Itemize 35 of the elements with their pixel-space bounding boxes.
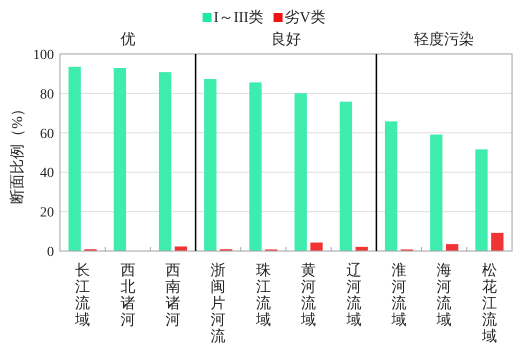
band-label: 优: [120, 32, 136, 48]
x-tick-label: 浙闽片河流: [210, 262, 226, 345]
y-tick-label: 60: [40, 126, 54, 142]
bar: [249, 82, 262, 251]
bar: [114, 68, 126, 251]
x-tick-label: 黄河流域: [300, 262, 316, 328]
bar: [294, 93, 307, 251]
x-tick-label: 西北诸河: [120, 263, 136, 328]
bar: [430, 134, 442, 251]
bar: [310, 242, 323, 251]
y-tick-label: 0: [47, 245, 54, 260]
x-tick-label: 长江流域: [74, 262, 90, 328]
y-axis-title: 断面比例（%）: [9, 101, 26, 204]
legend-label: 劣V类: [284, 9, 326, 26]
legend-label: I～III类: [214, 9, 264, 26]
band-label: 良好: [271, 31, 301, 48]
x-tick-label: 海河流域: [436, 262, 452, 328]
band-label: 轻度污染: [414, 31, 474, 48]
x-tick-label: 西南诸河: [166, 263, 180, 328]
bar: [384, 121, 398, 251]
bar: [491, 232, 504, 251]
y-tick-label: 80: [40, 87, 54, 102]
y-tick-label: 100: [33, 48, 54, 63]
bar: [340, 102, 352, 251]
x-tick-label: 淮河流域: [390, 262, 406, 328]
bar: [475, 149, 488, 251]
x-tick-label: 辽河流域: [345, 262, 362, 328]
bar: [204, 79, 216, 251]
x-tick-label: 松花江流域: [480, 262, 497, 345]
y-tick-label: 20: [40, 206, 54, 221]
x-tick-label: 珠江流域: [254, 262, 271, 328]
bar: [446, 244, 458, 251]
bar: [68, 66, 81, 251]
bar: [158, 72, 172, 251]
y-tick-label: 40: [40, 166, 54, 182]
